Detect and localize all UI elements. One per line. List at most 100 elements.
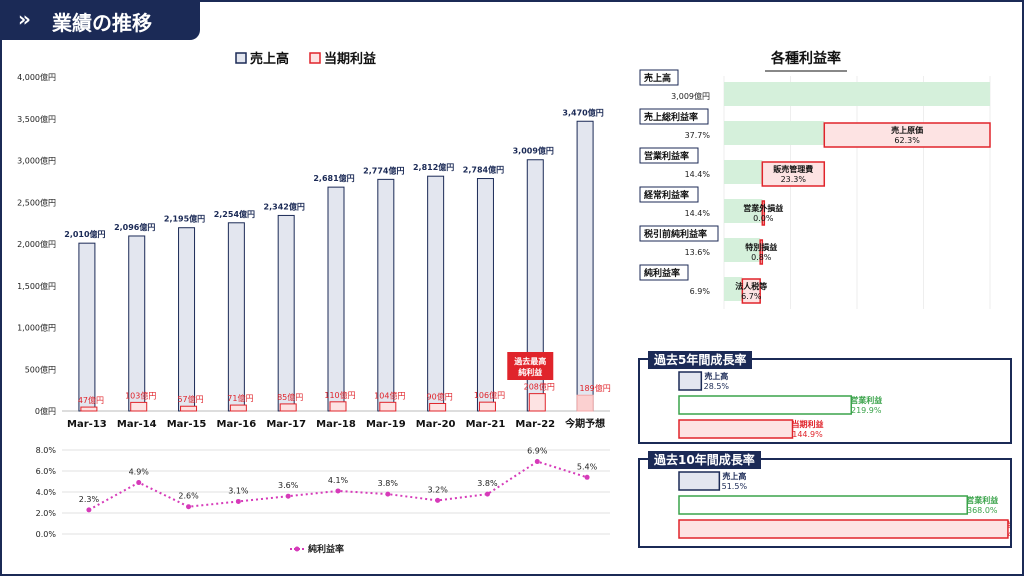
rate-y-tick-label: 0.0% [36, 530, 57, 539]
margin-row-label-box [639, 69, 679, 86]
x-tick-label: Mar-18 [316, 419, 356, 430]
sales-value-label: 3,009億円 [513, 146, 554, 156]
growth-bar [678, 471, 721, 491]
rate-value-label: 4.9% [129, 468, 150, 477]
legend-sales-label: 売上高 [250, 51, 289, 67]
margin-value-label: 13.6% [685, 248, 711, 257]
rate-value-label: 3.2% [427, 485, 448, 494]
x-tick-label: Mar-22 [515, 419, 555, 430]
deduction-bar [741, 278, 761, 304]
rate-y-tick-label: 8.0% [36, 446, 57, 455]
margin-bar [724, 160, 763, 184]
margin-row-label-box [639, 186, 699, 203]
rate-point [136, 480, 142, 486]
y-tick-label: 2,000億円 [17, 239, 56, 249]
growth-bar [678, 519, 1009, 539]
record-annotation-box [507, 352, 554, 380]
margins-title: 各種利益率 [770, 50, 841, 67]
margin-row-label-box [639, 264, 689, 281]
sales-bar [128, 235, 146, 412]
x-tick-label: Mar-16 [217, 419, 257, 430]
margin-bar [724, 277, 743, 301]
sales-value-label: 2,681億円 [313, 173, 354, 183]
growth-value-label: 28.5% [704, 382, 730, 391]
profit-value-label: 208億円 [524, 382, 555, 392]
margin-row-label: 売上高 [644, 72, 671, 84]
deduction-bar [823, 122, 991, 148]
sales-bar [576, 120, 594, 412]
sales-bar [476, 178, 494, 412]
deduction-name: 販売管理費 [773, 164, 813, 174]
y-tick-label: 500億円 [25, 364, 56, 374]
sales-bar [327, 186, 345, 412]
rate-legend-marker [294, 546, 300, 552]
sales-value-label: 2,096億円 [114, 222, 155, 232]
rate-y-tick-label: 6.0% [36, 467, 57, 476]
sales-value-label: 2,010億円 [64, 229, 105, 239]
growth10-title: 過去10年間成長率 [648, 451, 761, 469]
profit-bar [80, 406, 98, 412]
record-annotation-text: 純利益 [518, 367, 542, 377]
growth-bar [678, 495, 969, 515]
margin-value-label: 37.7% [685, 131, 711, 140]
margin-value-label: 3,009億円 [671, 91, 710, 101]
margin-bar [724, 199, 763, 223]
margin-row-label: 売上総利益率 [644, 111, 698, 123]
double-chevron-right-icon: » [18, 7, 31, 31]
x-tick-label: 今期予想 [564, 417, 605, 430]
rate-y-tick-label: 4.0% [36, 488, 57, 497]
profit-value-label: 57億円 [177, 394, 203, 404]
rate-value-label: 6.9% [527, 447, 548, 456]
deduction-value-label: 0.8% [751, 253, 772, 262]
rate-value-label: 3.1% [228, 486, 249, 495]
title-bar: » 業績の推移 [0, 0, 200, 40]
deduction-bar [761, 161, 826, 187]
margin-row-label: 純利益率 [644, 267, 680, 279]
rate-value-label: 3.8% [378, 479, 399, 488]
profit-bar [576, 394, 594, 412]
rate-value-label: 3.8% [477, 479, 498, 488]
rate-point [285, 493, 291, 499]
deduction-value-label: 23.3% [781, 175, 807, 184]
margin-row-label-box [639, 147, 699, 164]
profit-value-label: 71億円 [227, 393, 253, 403]
deduction-value-label: 6.7% [741, 292, 762, 301]
x-tick-label: Mar-17 [266, 419, 306, 430]
deduction-bar [759, 239, 764, 265]
rate-value-label: 2.6% [178, 492, 199, 501]
rate-point [385, 491, 391, 497]
growth5-title: 過去5年間成長率 [648, 351, 753, 369]
x-tick-label: Mar-14 [117, 419, 157, 430]
growth-bar-name: 売上高 [704, 371, 728, 381]
legend-sales-swatch [235, 52, 247, 64]
page-title: 業績の推移 [52, 11, 152, 35]
y-tick-label: 4,000億円 [17, 72, 56, 82]
sales-profit-bar-chart: 売上高 当期利益 0億円 500億円 1,000億円 1,500億円 2,000億円 2,50… [17, 51, 611, 430]
growth-value-label: 51.5% [722, 482, 748, 491]
margin-value-label: 6.9% [690, 287, 711, 296]
growth-value-label: 419.9% [1008, 530, 1010, 539]
rate-point [435, 497, 441, 503]
sales-bar [377, 178, 395, 412]
sales-bar [178, 227, 196, 412]
sales-bar [227, 222, 245, 412]
sales-bar [78, 242, 96, 412]
profit-value-label: 90億円 [427, 391, 453, 401]
legend-profit-swatch [309, 52, 321, 64]
rate-point [86, 507, 92, 513]
rate-point [484, 491, 490, 497]
sales-value-label: 2,784億円 [463, 165, 504, 175]
margin-value-label: 14.4% [685, 170, 711, 179]
deduction-name: 売上原価 [891, 125, 923, 135]
growth-bar-name: 営業利益 [966, 495, 998, 505]
y-tick-label: 3,000億円 [17, 156, 56, 166]
profit-bar [329, 401, 347, 412]
rate-point [335, 488, 341, 494]
margin-row-label: 税引前純利益率 [644, 228, 707, 240]
rate-value-label: 3.6% [278, 481, 299, 490]
